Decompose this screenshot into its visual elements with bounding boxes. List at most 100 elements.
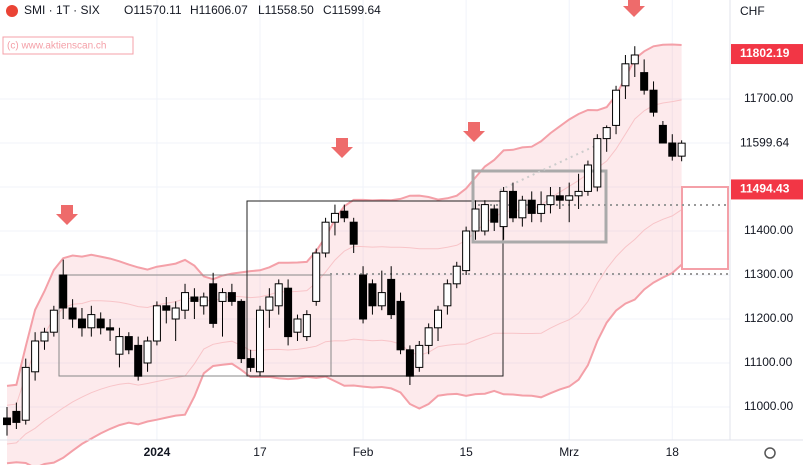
candle-body [340,210,349,219]
candle-body [143,340,152,364]
candle-body [565,195,574,201]
currency: CHF [740,4,765,18]
currency-box [731,0,803,22]
band-edge [6,263,683,465]
candle-body [574,190,583,197]
candle-body [555,195,564,201]
y-tick-label: 11200.00 [744,311,793,325]
candle-body [658,124,667,144]
candle-body [124,336,133,351]
candle-body [265,296,274,311]
candle-body [480,204,489,232]
candle-body [612,89,621,126]
watermark: (c) www.aktienscan.ch [7,41,106,52]
settings-icon[interactable] [764,447,776,459]
candle-body [31,340,40,373]
candle-body [246,358,255,368]
candles [3,46,686,436]
candle-body [40,331,49,342]
candle-body [255,309,264,373]
candle-body [668,142,677,157]
candle-body [368,283,377,307]
x-tick-label: Feb [353,445,374,459]
candle-body [68,307,77,320]
candle-body [387,278,396,316]
ohlc-high: H11606.07 [190,3,248,17]
candle-body [59,274,68,309]
candle-body [284,287,293,338]
candle-body [621,63,630,87]
candle-body [649,89,658,113]
candle-body [152,305,161,342]
candle-body [87,314,96,329]
candle-body [293,318,302,333]
candle-body [602,127,611,140]
candle-body [21,366,30,421]
candle-body [527,199,536,214]
bands [6,43,683,465]
candle-body [181,292,190,311]
ohlc-low: L11558.50 [258,3,314,17]
price-label: 11494.43 [740,182,790,196]
candle-body [583,164,592,192]
candle-body [443,283,452,307]
candle-body [434,309,443,329]
candle-body [218,292,227,302]
candle-body [227,292,236,302]
candle-body [162,305,171,311]
candle-body [12,410,21,423]
candle-body [452,265,461,285]
candle-body [490,208,499,223]
price-label: 11802.19 [740,46,790,60]
price-label: 11599.64 [740,135,789,149]
ohlc-open: O11570.11 [124,3,182,17]
price-label-box [731,133,803,154]
candle-body [471,208,480,232]
candle-body [396,300,405,351]
candle-body [462,230,471,272]
band-inner [6,209,682,445]
x-tick-label: 15 [459,445,473,459]
candle-body [312,252,321,302]
candle-body [209,283,218,324]
candle-body [274,283,283,307]
candle-body [134,344,143,377]
candle-body [199,296,208,307]
y-tick-label: 11400.00 [744,223,793,237]
candle-body [630,54,639,65]
y-tick-label: 11100.00 [744,355,793,369]
symbol: SMI · 1T · SIX [24,3,100,17]
candle-body [415,344,424,368]
candle-body [677,142,686,157]
candle-body [349,221,358,245]
candle-body [424,327,433,346]
candle-body [171,307,180,320]
candle-body [499,190,508,228]
candle-body [377,292,386,307]
candle-body [3,417,11,426]
candle-body [302,314,311,338]
watermark-box [2,36,134,55]
candle-body [330,212,339,223]
candle-body [115,336,124,355]
candle-body [49,309,58,333]
x-tick-label: 17 [253,445,267,459]
candle-body [546,195,555,206]
y-tick-label: 11700.00 [744,91,793,105]
candle-body [518,199,527,219]
price-label-box [731,179,803,200]
candle-body [237,300,246,360]
candle-body [508,190,517,219]
ohlc-close: C11599.64 [323,3,381,17]
price-label-box [731,44,803,65]
candle-body [190,296,199,302]
candle-body [77,318,86,329]
candle-body [106,327,115,331]
candle-body [537,204,546,214]
symbol-icon [6,5,18,17]
band-fill [7,44,682,465]
candle-body [640,72,649,91]
candle-body [321,221,330,254]
